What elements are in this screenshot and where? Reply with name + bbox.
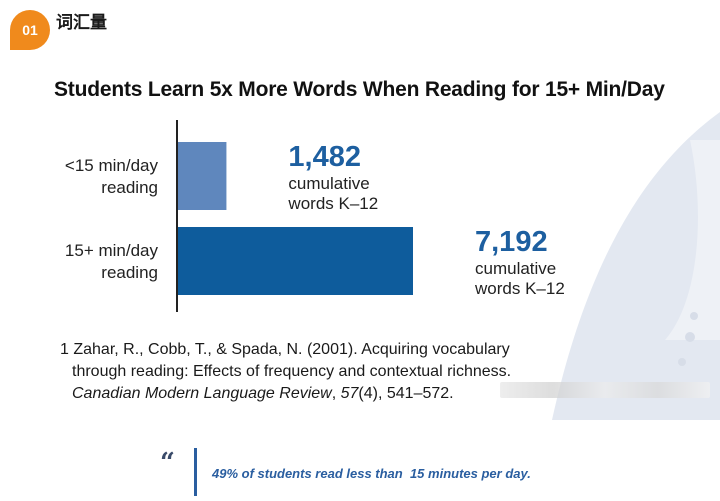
blurred-watermark xyxy=(500,382,710,398)
category-label: <15 min/day xyxy=(65,156,159,175)
section-number-badge: 01 xyxy=(10,10,50,50)
decorative-dot xyxy=(685,332,695,342)
data-sublabel: cumulative xyxy=(288,174,369,193)
quote-text: 49% of students read less than 15 minute… xyxy=(212,466,531,481)
reference-journal: Canadian Modern Language Review xyxy=(72,385,332,402)
reference-comma: , xyxy=(331,385,341,402)
decorative-dot xyxy=(678,358,686,366)
data-label: 1,482 xyxy=(288,141,361,173)
chart-title: Students Learn 5x More Words When Readin… xyxy=(54,78,665,101)
bar xyxy=(178,142,227,210)
section-title: 词汇量 xyxy=(56,13,107,33)
bar xyxy=(178,227,413,295)
data-sublabel: words K–12 xyxy=(287,194,378,213)
category-label: reading xyxy=(101,263,158,282)
quote-mark-icon: “ xyxy=(160,448,175,478)
reference-volume: 57 xyxy=(340,385,359,402)
reference-pages: (4), 541–572. xyxy=(358,385,454,402)
decorative-wave xyxy=(665,140,720,340)
category-label: reading xyxy=(101,178,158,197)
reference-line-3: Canadian Modern Language Review, 57(4), … xyxy=(60,383,511,405)
reference-line-2: through reading: Effects of frequency an… xyxy=(72,363,512,380)
reference-citation: 1 Zahar, R., Cobb, T., & Spada, N. (2001… xyxy=(60,339,511,405)
data-sublabel: cumulative xyxy=(475,259,556,278)
quote-divider xyxy=(194,448,197,496)
category-label: 15+ min/day xyxy=(65,241,159,260)
reference-line-1: 1 Zahar, R., Cobb, T., & Spada, N. (2001… xyxy=(60,341,510,358)
data-sublabel: words K–12 xyxy=(474,279,565,298)
data-label: 7,192 xyxy=(475,226,548,258)
decorative-dot xyxy=(690,312,698,320)
decorative-arc xyxy=(552,112,720,420)
